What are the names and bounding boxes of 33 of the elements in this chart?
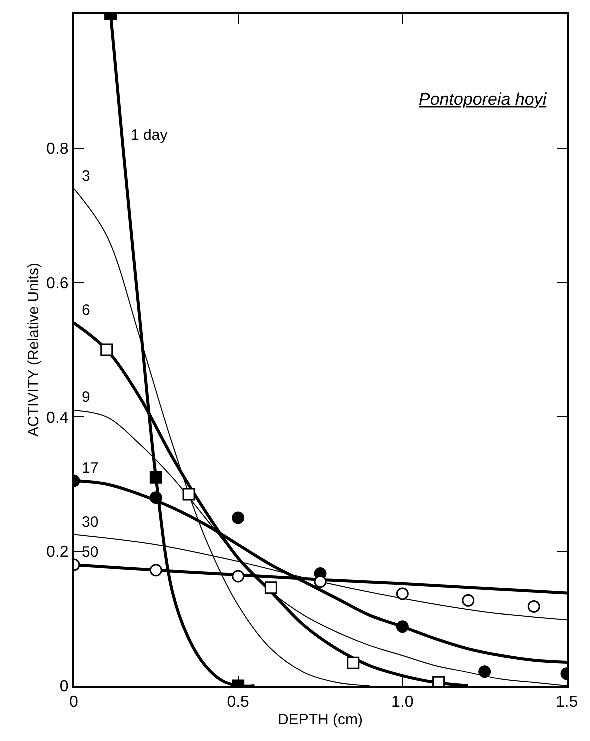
series-label: 50 [82, 544, 99, 561]
point [462, 594, 475, 607]
point [150, 492, 162, 504]
x-tick-label: 0.5 [227, 694, 250, 712]
point [264, 582, 278, 594]
x-axis-title: DEPTH (cm) [278, 712, 363, 729]
point [100, 344, 114, 356]
y-axis-title: ACTIVITY (Relative Units) [25, 263, 42, 437]
y-tick-label: 0.2 [46, 544, 69, 562]
point [478, 666, 492, 678]
point [232, 570, 245, 583]
series-label: 6 [82, 302, 90, 319]
x-tick-label: 1.5 [556, 694, 578, 712]
series-label: 1 day [131, 127, 168, 144]
point [150, 564, 162, 577]
point [347, 656, 360, 670]
x-tick-label: 1.0 [392, 694, 414, 712]
point [150, 471, 162, 484]
point [314, 576, 327, 588]
y-tick-label: 0.4 [46, 410, 69, 427]
point [182, 488, 196, 501]
series-label: 9 [82, 389, 90, 406]
series-label: 17 [82, 460, 99, 477]
point [396, 588, 409, 600]
point [232, 512, 245, 524]
y-tick-label: 0.8 [46, 141, 69, 158]
text: Pontoporeia hoyi [419, 90, 548, 109]
y-tick-label: 0 [60, 678, 69, 696]
series-label: 30 [82, 514, 99, 531]
y-tick-label: 0.6 [46, 275, 69, 292]
series-label: 3 [82, 168, 90, 185]
point [528, 600, 540, 613]
point [396, 620, 409, 634]
